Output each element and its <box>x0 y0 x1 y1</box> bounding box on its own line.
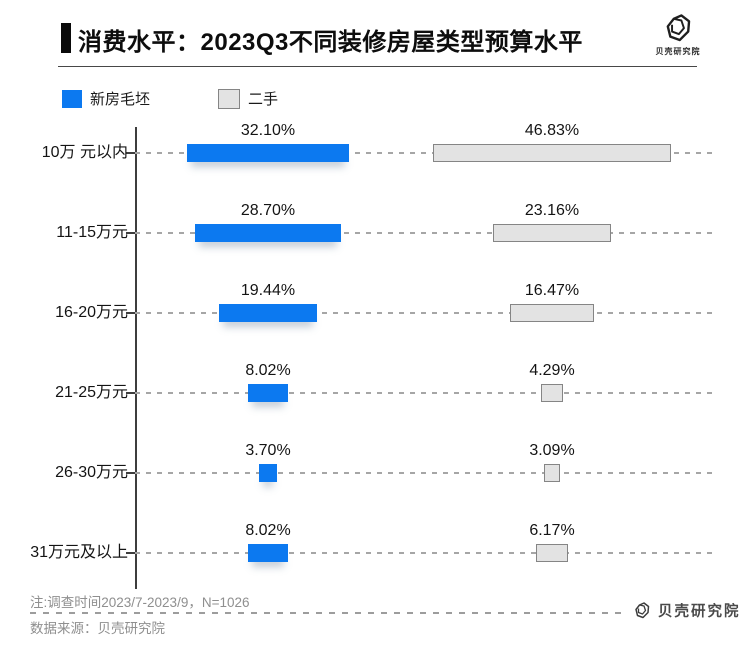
bar-newhome <box>258 464 278 482</box>
value-label-secondhand: 23.16% <box>524 202 580 219</box>
legend-item-newhome: 新房毛坯 <box>62 88 150 109</box>
category-label: 11-15万元 <box>56 224 128 241</box>
page-title: 消费水平：2023Q3不同装修房屋类型预算水平 <box>78 29 583 56</box>
value-label-secondhand: 16.47% <box>524 282 580 299</box>
row-dash-line <box>135 312 717 314</box>
category-label: 31万元及以上 <box>30 544 128 561</box>
value-label-newhome: 8.02% <box>245 362 291 379</box>
brand-logo-bottom: 贝壳研究院 <box>632 600 741 621</box>
value-label-newhome: 3.70% <box>245 442 291 459</box>
bar-secondhand <box>536 544 568 562</box>
bar-secondhand <box>510 304 594 322</box>
legend-swatch-newhome <box>62 89 82 108</box>
value-label-newhome: 19.44% <box>240 282 296 299</box>
value-label-newhome: 32.10% <box>240 122 296 139</box>
bar-newhome <box>186 144 350 162</box>
value-label-newhome: 8.02% <box>245 522 291 539</box>
brand-logo-top: 贝壳研究院 <box>652 12 704 60</box>
value-label-secondhand: 6.17% <box>529 522 575 539</box>
row-dash-line <box>135 472 717 474</box>
bar-secondhand <box>493 224 611 242</box>
bar-newhome <box>218 304 318 322</box>
y-axis-line <box>135 127 137 589</box>
axis-tick <box>126 312 135 314</box>
bar-secondhand <box>544 464 560 482</box>
footer-divider <box>30 612 628 614</box>
legend-item-secondhand: 二手 <box>218 88 278 109</box>
category-label: 26-30万元 <box>55 464 128 481</box>
axis-tick <box>126 152 135 154</box>
bar-secondhand <box>541 384 563 402</box>
row-dash-line <box>135 392 717 394</box>
brand-logo-bottom-label: 贝壳研究院 <box>658 604 741 620</box>
bar-newhome <box>247 544 289 562</box>
category-label: 21-25万元 <box>55 384 128 401</box>
row-dash-line <box>135 232 717 234</box>
survey-note: 注:调查时间2023/7-2023/9，N=1026 <box>30 595 250 610</box>
value-label-secondhand: 46.83% <box>524 122 580 139</box>
axis-tick <box>126 472 135 474</box>
row-dash-line <box>135 552 717 554</box>
axis-tick <box>126 552 135 554</box>
legend-label-secondhand: 二手 <box>248 91 279 108</box>
shell-logo-icon <box>635 601 650 618</box>
value-label-secondhand: 4.29% <box>529 362 575 379</box>
row-dash-line <box>135 152 717 154</box>
data-source: 数据来源：贝壳研究院 <box>30 621 165 636</box>
title-accent-bar <box>61 23 71 53</box>
bar-newhome <box>247 384 289 402</box>
bar-newhome <box>195 224 341 242</box>
shell-logo-icon <box>666 14 691 42</box>
axis-tick <box>126 232 135 234</box>
legend-swatch-secondhand <box>218 88 240 109</box>
category-label: 16-20万元 <box>55 304 128 321</box>
brand-logo-top-label: 贝壳研究院 <box>655 47 701 56</box>
category-label: 10万 元以内 <box>41 144 128 161</box>
bar-secondhand <box>433 144 671 162</box>
value-label-secondhand: 3.09% <box>529 442 575 459</box>
axis-tick <box>126 392 135 394</box>
header-divider <box>58 66 697 67</box>
value-label-newhome: 28.70% <box>240 202 296 219</box>
legend-label-newhome: 新房毛坯 <box>90 91 151 108</box>
